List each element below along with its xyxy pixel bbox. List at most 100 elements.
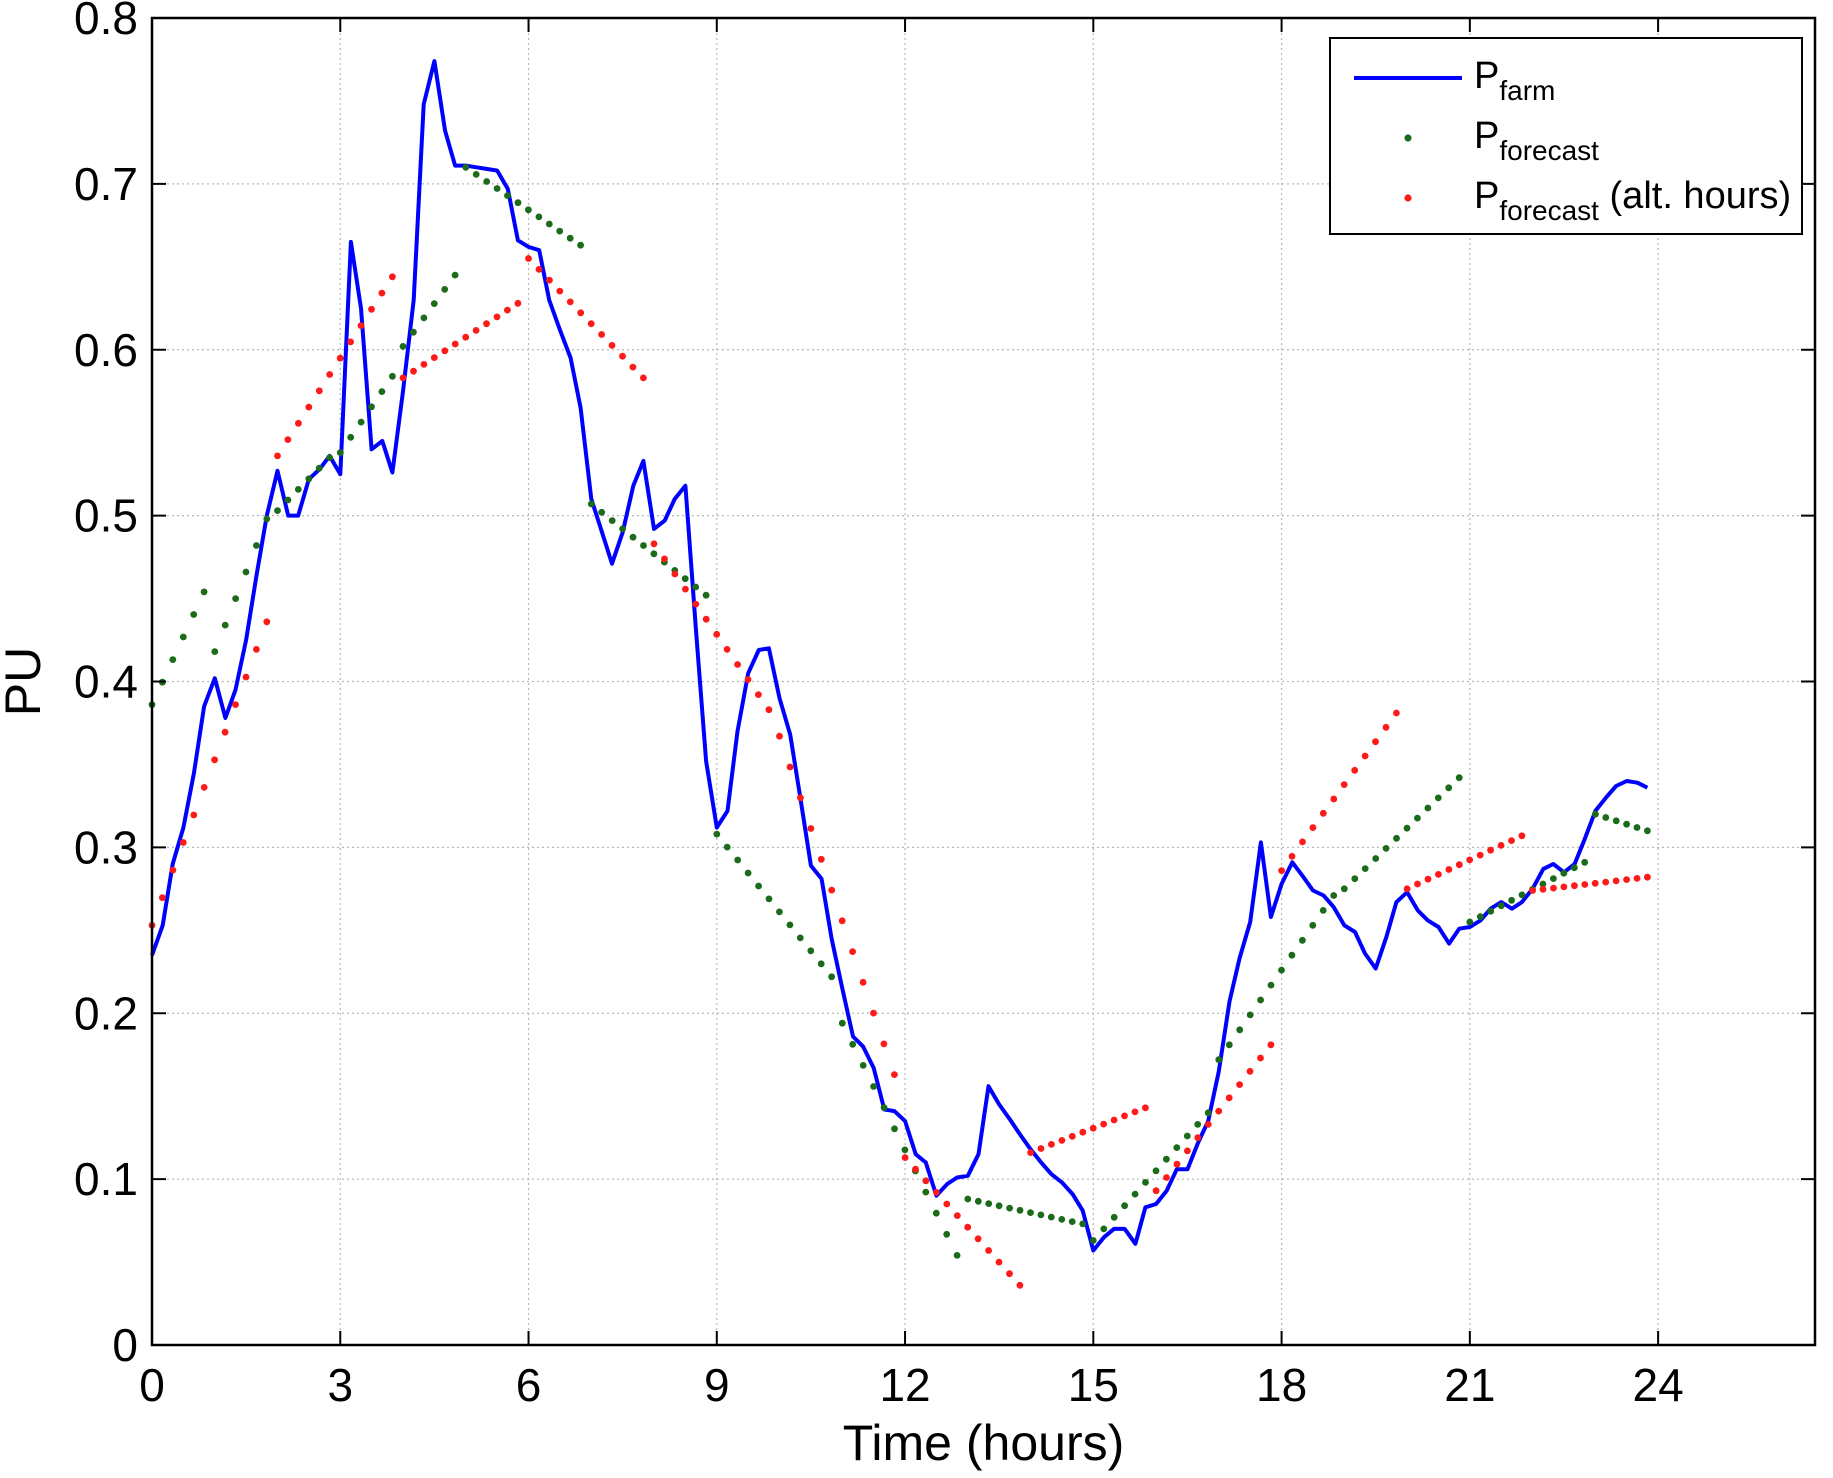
forecast-point: [1131, 1190, 1139, 1198]
forecast-point: [776, 908, 783, 916]
forecast-point: [232, 701, 239, 708]
y-tick-label: 0.8: [74, 0, 138, 44]
forecast-point: [1340, 781, 1348, 788]
forecast-point: [1068, 1132, 1076, 1140]
forecast-point: [284, 436, 292, 443]
forecast-point: [734, 856, 742, 864]
forecast-point: [985, 1247, 992, 1254]
forecast-point: [284, 496, 292, 504]
forecast-point: [838, 1019, 846, 1027]
forecast-point: [629, 533, 637, 541]
forecast-point: [1016, 1281, 1024, 1289]
forecast-point: [315, 464, 323, 472]
forecast-point: [399, 374, 407, 382]
forecast-point: [1121, 1112, 1128, 1120]
x-axis-label: Time (hours): [843, 1415, 1125, 1471]
forecast-point: [504, 192, 511, 200]
forecast-point: [389, 372, 396, 380]
x-tick-label: 3: [327, 1359, 353, 1411]
legend-label-subscript: forecast: [1499, 195, 1599, 226]
forecast-point: [179, 633, 187, 641]
forecast-point: [985, 1200, 993, 1207]
forecast-point: [702, 591, 710, 599]
forecast-point: [1518, 891, 1526, 899]
x-tick-label: 15: [1068, 1359, 1119, 1411]
forecast-point: [1581, 858, 1589, 866]
forecast-point: [891, 1125, 898, 1133]
forecast-point: [1560, 883, 1568, 891]
forecast-point: [640, 542, 647, 549]
forecast-point: [1424, 804, 1432, 812]
forecast-point: [974, 1197, 982, 1205]
forecast-point: [1152, 1187, 1160, 1195]
forecast-point: [1089, 1124, 1097, 1132]
forecast-point: [483, 320, 490, 328]
forecast-point: [1487, 846, 1494, 854]
y-tick-label: 0.6: [74, 324, 138, 376]
forecast-point: [765, 895, 773, 903]
forecast-point: [221, 728, 229, 736]
forecast-point: [1612, 817, 1620, 825]
forecast-point: [1246, 1067, 1254, 1075]
forecast-point: [556, 287, 564, 295]
forecast-point: [713, 630, 721, 638]
forecast-point: [1382, 723, 1390, 731]
legend-label-main: P: [1474, 175, 1499, 217]
forecast-point: [274, 452, 281, 460]
legend-label-subscript: farm: [1499, 75, 1555, 106]
forecast-point: [1414, 880, 1421, 888]
forecast-point: [1194, 1134, 1202, 1142]
x-tick-label: 9: [704, 1359, 730, 1411]
forecast-point: [1476, 851, 1484, 859]
y-tick-label: 0.1: [74, 1153, 138, 1205]
forecast-point: [734, 661, 741, 668]
forecast-point: [702, 615, 710, 623]
series-0: [150, 59, 1649, 1253]
forecast-point: [1173, 1160, 1181, 1168]
forecast-point: [545, 220, 553, 228]
forecast-point: [891, 1071, 898, 1078]
forecast-point: [1581, 881, 1589, 888]
forecast-point: [1476, 913, 1484, 920]
forecast-point: [493, 185, 501, 192]
forecast-point: [744, 676, 752, 683]
forecast-point: [263, 618, 271, 626]
forecast-point: [1445, 784, 1453, 792]
forecast-point: [389, 273, 396, 281]
forecast-point: [1068, 1218, 1076, 1225]
legend-dot-swatch: [1404, 134, 1412, 142]
forecast-point: [922, 1177, 930, 1185]
forecast-point: [1204, 1121, 1212, 1128]
forecast-point: [336, 449, 344, 456]
forecast-point: [514, 199, 522, 207]
forecast-point: [1173, 1144, 1181, 1151]
forecast-point: [1393, 709, 1400, 717]
forecast-point: [692, 583, 700, 591]
forecast-point: [995, 1202, 1003, 1210]
forecast-point: [1393, 834, 1400, 842]
forecast-point: [598, 508, 606, 516]
forecast-point: [964, 1195, 972, 1203]
forecast-point: [943, 1230, 951, 1238]
forecast-point: [504, 306, 511, 314]
forecast-point: [169, 866, 177, 874]
forecast-point: [817, 855, 825, 863]
forecast-point: [1644, 873, 1651, 881]
forecast-point: [368, 305, 375, 313]
forecast-point: [598, 331, 605, 338]
forecast-point: [1382, 845, 1390, 852]
forecast-point: [1037, 1145, 1045, 1152]
forecast-point: [1257, 996, 1264, 1004]
series-2: [148, 255, 1651, 1289]
forecast-point: [1100, 1225, 1108, 1233]
forecast-point: [650, 550, 658, 558]
forecast-point: [1278, 966, 1285, 974]
forecast-point: [650, 540, 658, 548]
legend-label-suffix: (alt. hours): [1599, 175, 1791, 217]
forecast-point: [1529, 887, 1536, 894]
forecast-point: [619, 352, 626, 360]
forecast-point: [1372, 855, 1380, 862]
forecast-point: [462, 163, 470, 171]
forecast-point: [1487, 907, 1495, 915]
